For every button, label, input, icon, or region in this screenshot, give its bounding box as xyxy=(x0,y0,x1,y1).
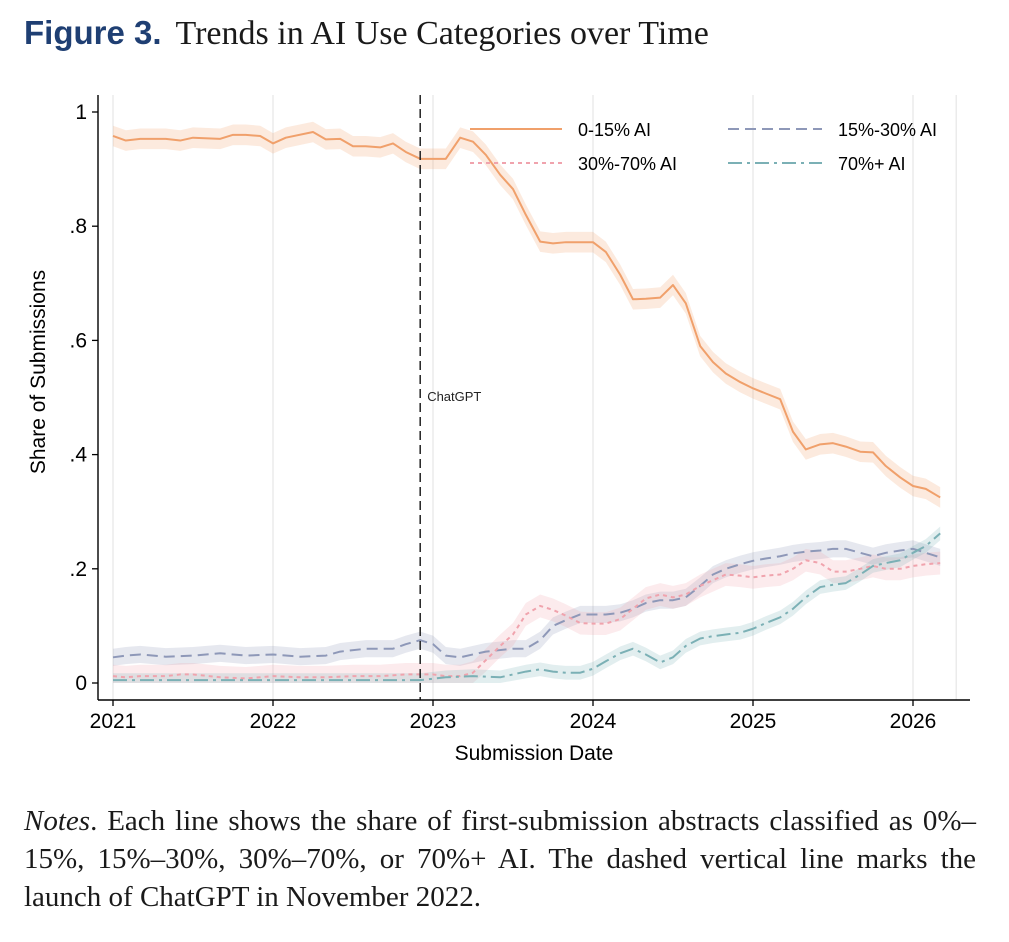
ticks: 0 .2 .4 .6 .8 1 2021 2022 2023 2024 2025 2026 xyxy=(69,101,936,733)
y-tick-label: .8 xyxy=(69,215,87,238)
legend-item-3: 30%-70% AI xyxy=(470,154,677,174)
x-tick-label: 2022 xyxy=(250,710,297,733)
series-lines xyxy=(112,130,941,682)
series-line-3 xyxy=(112,559,941,680)
legend-item-2: 15%-30% AI xyxy=(728,120,937,140)
y-tick-label: 0 xyxy=(75,672,87,695)
y-tick-label: .2 xyxy=(69,558,87,581)
chatgpt-annotation: ChatGPT xyxy=(419,95,481,700)
notes-text: . Each line shows the share of first-sub… xyxy=(24,805,976,913)
y-tick-label: 1 xyxy=(75,101,87,124)
figure-title: Trends in AI Use Categories over Time xyxy=(175,15,709,52)
y-axis-title: Share of Submissions xyxy=(27,270,50,474)
figure-notes: Notes. Each line shows the share of firs… xyxy=(24,802,976,916)
legend: 0-15% AI 15%-30% AI 30%-70% AI 70%+ AI xyxy=(470,120,937,174)
y-tick-label: .6 xyxy=(69,329,87,352)
series-line-1 xyxy=(112,130,941,499)
confidence-bands xyxy=(113,121,941,683)
legend-label: 15%-30% AI xyxy=(838,120,937,140)
x-tick-label: 2023 xyxy=(410,710,457,733)
y-tick-label: .4 xyxy=(69,444,87,467)
x-tick-label: 2025 xyxy=(730,710,777,733)
x-axis-title: Submission Date xyxy=(455,742,614,765)
legend-label: 0-15% AI xyxy=(578,120,651,140)
legend-label: 30%-70% AI xyxy=(578,154,677,174)
series-line-4 xyxy=(113,532,941,682)
band-series-1 xyxy=(113,121,941,508)
x-tick-label: 2021 xyxy=(90,710,137,733)
figure-label: Figure 3. xyxy=(24,14,162,51)
chatgpt-label: ChatGPT xyxy=(427,389,481,404)
legend-item-4: 70%+ AI xyxy=(728,154,906,174)
grid-lines xyxy=(112,95,957,700)
axes xyxy=(97,95,970,701)
legend-label: 70%+ AI xyxy=(838,154,906,174)
band-series-2 xyxy=(113,540,941,666)
legend-item-1: 0-15% AI xyxy=(470,120,651,140)
line-chart: ChatGPT 0 .2 .4 .6 .8 1 2021 2022 2023 2024 2025 20… xyxy=(27,95,970,765)
x-tick-label: 2024 xyxy=(570,710,617,733)
notes-label: Notes xyxy=(24,805,91,837)
x-tick-label: 2026 xyxy=(890,710,937,733)
figure-heading: Figure 3. Trends in AI Use Categories ove… xyxy=(24,14,709,53)
band-series-3 xyxy=(113,548,941,683)
